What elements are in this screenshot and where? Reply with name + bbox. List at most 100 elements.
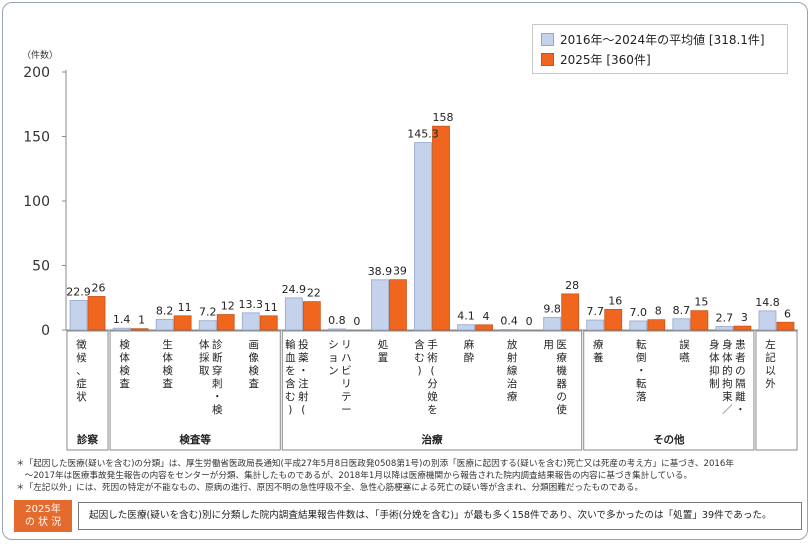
data-label-average: 0.8 bbox=[328, 314, 346, 327]
category-label: 誤嚥 bbox=[679, 338, 690, 364]
bar-2025 bbox=[216, 314, 235, 331]
bar-average bbox=[284, 297, 303, 331]
data-label-average: 1.4 bbox=[113, 313, 131, 326]
data-label-2025: 28 bbox=[565, 279, 579, 292]
category-label: 生体検査 bbox=[162, 338, 173, 390]
bar-average bbox=[414, 142, 432, 331]
footnote-line: ～2017年は医療事故発生報告の内容をセンターが分類、集計したものであるが、20… bbox=[16, 471, 693, 481]
category-label: 医療機器の使用 bbox=[543, 339, 567, 416]
bar-2025 bbox=[389, 279, 407, 331]
data-label-2025: 4 bbox=[483, 310, 490, 323]
data-label-2025: 15 bbox=[694, 296, 708, 309]
status-badge-year: 2025年 bbox=[25, 504, 61, 515]
bar-average bbox=[586, 319, 605, 331]
chart-legend: 2016年～2024年の平均値 [318.1件] 2025年 [360件] bbox=[532, 24, 788, 74]
data-label-2025: 0 bbox=[353, 315, 360, 328]
y-tick-label: 0 bbox=[41, 323, 50, 339]
legend-item-2025: 2025年 [360件] bbox=[541, 49, 779, 69]
category-group-box bbox=[109, 330, 281, 451]
category-group-label: 治療 bbox=[422, 433, 443, 446]
category-label: 検体検査 bbox=[119, 338, 130, 390]
category-label: 徴候、症状 bbox=[76, 338, 87, 403]
y-tick-label: 50 bbox=[32, 259, 50, 275]
status-badge: 2025年 の 状 況 bbox=[14, 500, 72, 532]
bar-average bbox=[327, 328, 346, 331]
data-label-2025: 39 bbox=[393, 265, 407, 278]
bar-2025 bbox=[561, 293, 580, 331]
category-group-label: その他 bbox=[653, 433, 685, 446]
data-label-2025: 0 bbox=[526, 315, 533, 328]
data-label-average: 9.8 bbox=[543, 302, 561, 315]
bar-2025 bbox=[690, 310, 709, 331]
data-label-2025: 6 bbox=[784, 307, 791, 320]
data-label-2025: 16 bbox=[608, 294, 622, 307]
y-unit-label: （件数） bbox=[22, 49, 58, 61]
bar-average bbox=[629, 320, 648, 331]
y-tick-label: 200 bbox=[23, 65, 50, 81]
category-label: 麻酔 bbox=[464, 338, 475, 364]
legend-label-average: 2016年～2024年の平均値 [318.1件] bbox=[560, 32, 765, 47]
bar-average bbox=[500, 329, 519, 331]
status-summary: 起因した医療(疑いを含む)別に分類した院内調査結果報告件数は、「手術(分娩を含む… bbox=[78, 502, 802, 530]
bar-average bbox=[198, 320, 217, 331]
data-label-average: 0.4 bbox=[500, 314, 518, 327]
bar-average bbox=[758, 310, 777, 331]
category-group-box bbox=[281, 330, 583, 451]
data-label-2025: 22 bbox=[307, 287, 321, 300]
bar-2025 bbox=[432, 125, 450, 331]
category-label: 療養 bbox=[593, 338, 604, 364]
bar-average bbox=[69, 300, 88, 331]
category-group-label: 検査等 bbox=[179, 433, 211, 446]
data-label-average: 4.1 bbox=[457, 310, 475, 323]
bar-average bbox=[672, 318, 691, 331]
category-label: 左記以外 bbox=[765, 338, 776, 390]
footnotes: ＊「起因した医療(疑いを含む)の分類」は、厚生労働省医政局長通知(平成27年5月… bbox=[16, 458, 806, 494]
bar-2025 bbox=[475, 324, 493, 331]
bar-average bbox=[715, 326, 734, 331]
footnote-line: ＊「左記以外」には、死因の特定が不能なもの、原病の進行、原因不明の急性呼吸不全、… bbox=[16, 483, 644, 493]
bar-2025 bbox=[647, 319, 666, 331]
data-label-2025: 26 bbox=[92, 281, 106, 294]
legend-swatch-2025 bbox=[541, 52, 554, 66]
category-label: 転倒・転落 bbox=[636, 339, 647, 403]
data-label-average: 8.2 bbox=[156, 304, 174, 317]
category-label: 処置 bbox=[378, 338, 389, 364]
category-label: 投薬・注射(輸血を含む) bbox=[285, 338, 309, 416]
category-label: 画像検査 bbox=[249, 339, 260, 390]
bar-average bbox=[241, 312, 260, 331]
category-group-box bbox=[66, 330, 109, 451]
bar-average bbox=[457, 324, 475, 331]
bar-average bbox=[371, 279, 389, 331]
footnote-line: ＊「起因した医療(疑いを含む)の分類」は、厚生労働省医政局長通知(平成27年5月… bbox=[16, 459, 734, 469]
data-label-2025: 1 bbox=[138, 314, 145, 327]
data-label-average: 145.3 bbox=[407, 128, 439, 141]
legend-label-2025: 2025年 [360件] bbox=[560, 52, 651, 67]
category-label: リハビリテーション bbox=[328, 339, 352, 416]
bar-2025 bbox=[173, 315, 192, 331]
y-tick-label: 150 bbox=[23, 130, 50, 146]
data-label-average: 2.7 bbox=[716, 312, 734, 325]
data-label-2025: 11 bbox=[178, 301, 192, 314]
data-label-average: 14.8 bbox=[755, 296, 780, 309]
data-label-average: 7.0 bbox=[630, 306, 648, 319]
bar-2025 bbox=[776, 321, 795, 331]
data-label-2025: 11 bbox=[264, 301, 278, 314]
status-badge-caption: の 状 況 bbox=[24, 517, 62, 528]
data-label-2025: 8 bbox=[655, 305, 662, 318]
bar-average bbox=[112, 327, 131, 331]
data-label-average: 22.9 bbox=[66, 285, 91, 298]
bar-2025 bbox=[130, 328, 149, 331]
data-label-average: 24.9 bbox=[282, 283, 307, 296]
data-label-average: 7.2 bbox=[199, 306, 217, 319]
data-label-average: 38.9 bbox=[368, 265, 393, 278]
legend-swatch-average bbox=[541, 32, 554, 46]
bar-average bbox=[155, 319, 174, 331]
bar-2025 bbox=[87, 296, 106, 331]
legend-item-average: 2016年～2024年の平均値 [318.1件] bbox=[541, 29, 779, 49]
bar-2025 bbox=[733, 325, 752, 331]
category-label: 診断穿刺・検体採取 bbox=[199, 338, 223, 416]
data-label-average: 8.7 bbox=[673, 304, 691, 317]
data-label-2025: 3 bbox=[741, 311, 748, 324]
category-group-label: 診察 bbox=[77, 433, 98, 446]
